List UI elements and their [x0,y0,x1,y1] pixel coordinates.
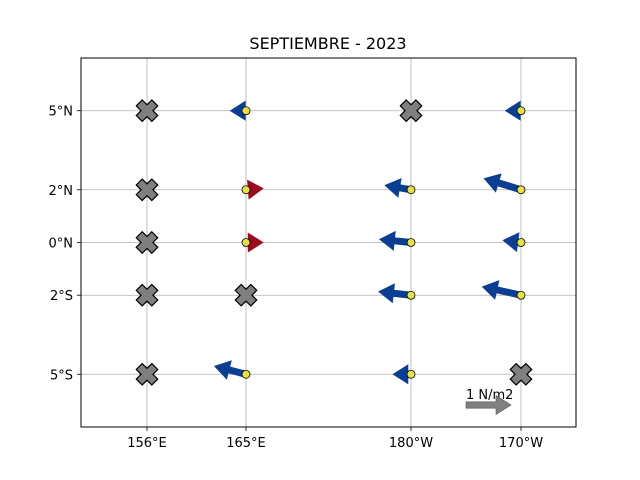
missing-data-marker [135,230,159,255]
missing-data-marker [399,99,423,123]
missing-data-marker-shape [509,362,533,386]
missing-data-marker [135,362,159,386]
station-dot [516,290,526,300]
station-dot [516,106,526,116]
wind-stress-arrow [481,280,523,300]
x-tick-label: 156°E [127,436,167,451]
gridlines [81,58,576,427]
station-dot [516,238,526,247]
reference-vector-label: 1 N/m2 [466,388,513,403]
x-tick-label: 165°E [226,436,266,451]
x-tick-label: 170°W [499,436,543,451]
reference-vector-arrow [465,394,512,416]
wind-stress-arrow [483,173,523,194]
missing-data-marker-shape [399,99,423,123]
station-dot [406,238,416,247]
axis-ticks: 156°E 165°E 180°W 170°W 5°N 2°N 0°N 2°S 5°S [49,105,544,451]
station-dot [241,238,251,247]
station-dot [241,185,251,195]
missing-data-marker [509,362,533,386]
y-tick-label: 5°N [49,105,74,120]
missing-data-marker-shape [135,362,159,386]
station-dot [241,106,251,116]
missing-data-marker [135,99,159,123]
station-dot [406,185,416,195]
missing-data-marker [234,283,258,307]
missing-data-marker-shape [135,178,159,202]
reference-vector-key: 1 N/m2 [465,388,513,416]
x-tick-label: 180°W [389,436,433,451]
station-dot [406,369,416,379]
station-dot [241,369,251,379]
station-marks [135,99,533,386]
chart-title: SEPTIEMBRE - 2023 [249,34,406,53]
station-dot [516,185,526,195]
y-tick-label: 2°S [50,289,73,304]
missing-data-marker-shape [135,230,159,255]
y-tick-label: 5°S [50,368,73,383]
missing-data-marker-shape [234,283,258,307]
missing-data-marker [135,178,159,202]
missing-data-marker-shape [135,283,159,307]
missing-data-marker-shape [135,99,159,123]
y-tick-label: 2°N [49,184,74,199]
y-tick-label: 0°N [49,237,74,252]
station-dot [406,290,416,300]
missing-data-marker [135,283,159,307]
